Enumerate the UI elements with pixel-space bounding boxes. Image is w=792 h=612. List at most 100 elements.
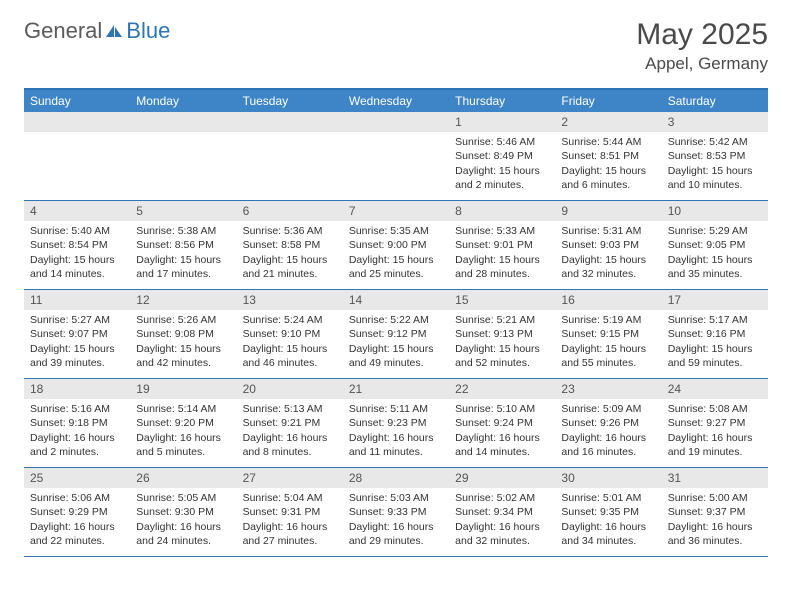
day-sunset: Sunset: 9:23 PM	[349, 416, 443, 430]
day-dl1: Daylight: 15 hours	[668, 164, 762, 178]
day-number: 29	[449, 468, 555, 488]
day-dl1: Daylight: 16 hours	[30, 520, 124, 534]
day-dl1: Daylight: 16 hours	[136, 520, 230, 534]
day-cell	[343, 112, 449, 200]
day-sunset: Sunset: 8:51 PM	[561, 149, 655, 163]
day-sunset: Sunset: 9:27 PM	[668, 416, 762, 430]
day-dl2: and 49 minutes.	[349, 356, 443, 370]
day-dl2: and 6 minutes.	[561, 178, 655, 192]
day-dl1: Daylight: 15 hours	[668, 342, 762, 356]
day-cell: 29Sunrise: 5:02 AMSunset: 9:34 PMDayligh…	[449, 468, 555, 556]
day-number: 5	[130, 201, 236, 221]
day-sunrise: Sunrise: 5:36 AM	[243, 224, 337, 238]
logo-sail-icon	[104, 23, 124, 39]
day-dl1: Daylight: 15 hours	[561, 253, 655, 267]
day-cell: 2Sunrise: 5:44 AMSunset: 8:51 PMDaylight…	[555, 112, 661, 200]
day-number: 21	[343, 379, 449, 399]
day-sunrise: Sunrise: 5:04 AM	[243, 491, 337, 505]
day-dl1: Daylight: 16 hours	[243, 431, 337, 445]
day-dl1: Daylight: 16 hours	[455, 520, 549, 534]
day-dl2: and 55 minutes.	[561, 356, 655, 370]
day-sunset: Sunset: 9:00 PM	[349, 238, 443, 252]
day-dl2: and 2 minutes.	[455, 178, 549, 192]
day-dl1: Daylight: 15 hours	[561, 342, 655, 356]
day-sunrise: Sunrise: 5:17 AM	[668, 313, 762, 327]
day-sunrise: Sunrise: 5:01 AM	[561, 491, 655, 505]
day-dl2: and 34 minutes.	[561, 534, 655, 548]
day-sunrise: Sunrise: 5:27 AM	[30, 313, 124, 327]
day-dl2: and 52 minutes.	[455, 356, 549, 370]
day-sunset: Sunset: 9:37 PM	[668, 505, 762, 519]
day-number: 20	[237, 379, 343, 399]
day-body: Sunrise: 5:13 AMSunset: 9:21 PMDaylight:…	[237, 399, 343, 463]
day-number: 2	[555, 112, 661, 132]
day-sunrise: Sunrise: 5:44 AM	[561, 135, 655, 149]
day-dl1: Daylight: 16 hours	[561, 431, 655, 445]
day-sunset: Sunset: 9:31 PM	[243, 505, 337, 519]
day-body: Sunrise: 5:05 AMSunset: 9:30 PMDaylight:…	[130, 488, 236, 552]
day-sunrise: Sunrise: 5:06 AM	[30, 491, 124, 505]
day-dl2: and 36 minutes.	[668, 534, 762, 548]
day-number: 3	[662, 112, 768, 132]
day-cell: 13Sunrise: 5:24 AMSunset: 9:10 PMDayligh…	[237, 290, 343, 378]
day-cell: 14Sunrise: 5:22 AMSunset: 9:12 PMDayligh…	[343, 290, 449, 378]
day-number: 1	[449, 112, 555, 132]
day-number: 28	[343, 468, 449, 488]
day-dl2: and 29 minutes.	[349, 534, 443, 548]
day-sunset: Sunset: 9:13 PM	[455, 327, 549, 341]
weeks-container: 1Sunrise: 5:46 AMSunset: 8:49 PMDaylight…	[24, 112, 768, 557]
header: General Blue May 2025 Appel, Germany	[0, 0, 792, 82]
day-sunrise: Sunrise: 5:21 AM	[455, 313, 549, 327]
day-dl2: and 22 minutes.	[30, 534, 124, 548]
day-sunrise: Sunrise: 5:19 AM	[561, 313, 655, 327]
day-dl2: and 59 minutes.	[668, 356, 762, 370]
day-cell: 22Sunrise: 5:10 AMSunset: 9:24 PMDayligh…	[449, 379, 555, 467]
day-sunset: Sunset: 9:21 PM	[243, 416, 337, 430]
day-number: 12	[130, 290, 236, 310]
day-cell: 18Sunrise: 5:16 AMSunset: 9:18 PMDayligh…	[24, 379, 130, 467]
day-body: Sunrise: 5:24 AMSunset: 9:10 PMDaylight:…	[237, 310, 343, 374]
day-sunrise: Sunrise: 5:38 AM	[136, 224, 230, 238]
day-sunset: Sunset: 9:24 PM	[455, 416, 549, 430]
day-body: Sunrise: 5:35 AMSunset: 9:00 PMDaylight:…	[343, 221, 449, 285]
day-dl2: and 14 minutes.	[30, 267, 124, 281]
day-dl2: and 19 minutes.	[668, 445, 762, 459]
day-sunrise: Sunrise: 5:05 AM	[136, 491, 230, 505]
day-sunset: Sunset: 9:05 PM	[668, 238, 762, 252]
day-sunset: Sunset: 8:54 PM	[30, 238, 124, 252]
day-number	[237, 112, 343, 132]
day-sunset: Sunset: 9:12 PM	[349, 327, 443, 341]
day-body: Sunrise: 5:46 AMSunset: 8:49 PMDaylight:…	[449, 132, 555, 196]
day-dl2: and 27 minutes.	[243, 534, 337, 548]
day-dl1: Daylight: 16 hours	[668, 520, 762, 534]
day-sunrise: Sunrise: 5:02 AM	[455, 491, 549, 505]
day-sunrise: Sunrise: 5:42 AM	[668, 135, 762, 149]
day-body: Sunrise: 5:16 AMSunset: 9:18 PMDaylight:…	[24, 399, 130, 463]
day-body: Sunrise: 5:44 AMSunset: 8:51 PMDaylight:…	[555, 132, 661, 196]
day-number	[24, 112, 130, 132]
day-dl1: Daylight: 16 hours	[668, 431, 762, 445]
day-number: 9	[555, 201, 661, 221]
day-dl1: Daylight: 15 hours	[668, 253, 762, 267]
day-number: 7	[343, 201, 449, 221]
day-dl1: Daylight: 15 hours	[30, 342, 124, 356]
weekday-header: Saturday	[662, 90, 768, 112]
day-sunset: Sunset: 8:58 PM	[243, 238, 337, 252]
day-sunset: Sunset: 9:15 PM	[561, 327, 655, 341]
day-sunset: Sunset: 9:33 PM	[349, 505, 443, 519]
day-dl2: and 16 minutes.	[561, 445, 655, 459]
day-dl1: Daylight: 16 hours	[561, 520, 655, 534]
day-body: Sunrise: 5:17 AMSunset: 9:16 PMDaylight:…	[662, 310, 768, 374]
day-dl1: Daylight: 16 hours	[30, 431, 124, 445]
day-sunset: Sunset: 9:01 PM	[455, 238, 549, 252]
day-sunrise: Sunrise: 5:14 AM	[136, 402, 230, 416]
week-row: 25Sunrise: 5:06 AMSunset: 9:29 PMDayligh…	[24, 468, 768, 557]
day-sunrise: Sunrise: 5:24 AM	[243, 313, 337, 327]
day-number: 17	[662, 290, 768, 310]
weekday-header: Wednesday	[343, 90, 449, 112]
day-dl2: and 5 minutes.	[136, 445, 230, 459]
day-dl1: Daylight: 15 hours	[30, 253, 124, 267]
day-number: 11	[24, 290, 130, 310]
week-row: 4Sunrise: 5:40 AMSunset: 8:54 PMDaylight…	[24, 201, 768, 290]
day-body: Sunrise: 5:08 AMSunset: 9:27 PMDaylight:…	[662, 399, 768, 463]
